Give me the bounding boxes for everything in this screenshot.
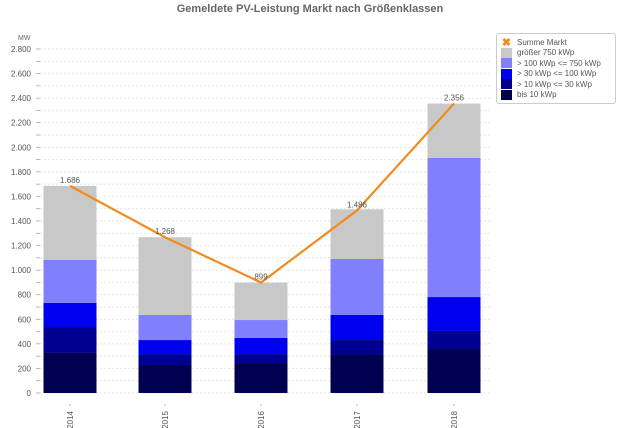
legend-item-10-30[interactable]: > 10 kWp <= 30 kWp <box>501 79 611 90</box>
bar-segment-gt750 <box>234 282 288 321</box>
legend-label: > 10 kWp <= 30 kWp <box>517 79 592 89</box>
bar-segment-30_100 <box>138 340 192 355</box>
y-tick-label: 2.600 <box>11 70 32 79</box>
x-tick-label: 2015 <box>161 410 170 428</box>
chart-title: Gemeldete PV-Leistung Markt nach Größenk… <box>176 3 444 15</box>
bar-segment-100_750 <box>138 314 192 341</box>
x-tick-label: 2014 <box>66 410 75 428</box>
x-tick-label: 2018 <box>450 410 459 428</box>
y-tick-label: 400 <box>18 340 32 349</box>
x-tick-label: 2016 <box>257 410 266 428</box>
bar-segment-10_30 <box>234 354 288 364</box>
y-tick-label: 2.400 <box>11 94 32 103</box>
data-label: 1.686 <box>60 176 81 185</box>
y-tick-label: 2.000 <box>11 143 32 152</box>
y-tick-label: 1.400 <box>11 217 32 226</box>
bar-segment-10_30 <box>427 330 481 350</box>
legend-item-100-750[interactable]: > 100 kWp <= 750 kWp <box>501 58 611 69</box>
bar-segment-10_30 <box>43 327 97 353</box>
y-tick-label: 1.800 <box>11 168 32 177</box>
bar-segment-lt10 <box>43 352 97 393</box>
bar-segment-gt750 <box>330 209 384 259</box>
star-marker-icon: ✖ <box>501 36 512 49</box>
color-swatch-icon <box>501 68 512 79</box>
bar-segment-lt10 <box>138 364 192 393</box>
legend-label: größer 750 kWp <box>517 48 575 58</box>
color-swatch-icon <box>501 58 512 69</box>
color-swatch-icon <box>501 89 512 100</box>
bar-segment-30_100 <box>234 337 288 355</box>
legend-item-gt750[interactable]: größer 750 kWp <box>501 47 611 59</box>
bar-segment-lt10 <box>234 363 288 393</box>
y-tick-label: 600 <box>18 315 32 324</box>
bar-segment-30_100 <box>330 314 384 341</box>
y-tick-label: 2.800 <box>11 45 32 54</box>
x-tick-label: 2017 <box>353 410 362 428</box>
bar-segment-100_750 <box>330 258 384 315</box>
bar-segment-30_100 <box>427 297 481 331</box>
color-swatch-icon <box>501 47 512 58</box>
y-axis-unit: MW <box>18 35 31 42</box>
bar-segment-gt750 <box>43 185 97 260</box>
bar-segment-lt10 <box>330 354 384 393</box>
y-tick-label: 1.200 <box>11 242 32 251</box>
y-tick-label: 1.600 <box>11 192 32 201</box>
y-tick-label: 200 <box>18 364 32 373</box>
legend-label: bis 10 kWp <box>517 90 557 100</box>
data-label: 1.268 <box>155 227 176 236</box>
bar-segment-30_100 <box>43 302 97 328</box>
legend-item-lt10[interactable]: bis 10 kWp <box>501 89 611 101</box>
bar-segment-100_750 <box>234 320 288 338</box>
y-tick-label: 800 <box>18 291 32 300</box>
bar-segment-gt750 <box>138 237 192 315</box>
y-tick-label: 1.000 <box>11 266 32 275</box>
bar-segment-gt750 <box>427 103 481 158</box>
legend-label: Summe Markt <box>517 37 567 47</box>
legend-item-30-100[interactable]: > 30 kWp <= 100 kWp <box>501 68 611 80</box>
data-label: 2.356 <box>444 94 465 103</box>
bar-segment-100_750 <box>43 259 97 303</box>
summe-markt-line <box>69 102 455 284</box>
data-label: 1.486 <box>347 200 368 209</box>
y-tick-label: 2.200 <box>11 119 32 128</box>
legend-label: > 30 kWp <= 100 kWp <box>517 69 597 79</box>
bar-segment-10_30 <box>330 340 384 355</box>
y-tick-label: 0 <box>27 389 32 398</box>
bar-segment-10_30 <box>138 354 192 365</box>
legend-label: > 100 kWp <= 750 kWp <box>517 58 601 68</box>
color-swatch-icon <box>501 79 512 90</box>
legend-item-summe[interactable]: ✖ Summe Markt <box>501 36 611 49</box>
bar-segment-100_750 <box>427 157 481 298</box>
data-label: 899 <box>254 273 268 282</box>
bar-segment-lt10 <box>427 349 481 393</box>
legend: ✖ Summe Markt größer 750 kWp > 100 kWp <… <box>496 33 616 104</box>
